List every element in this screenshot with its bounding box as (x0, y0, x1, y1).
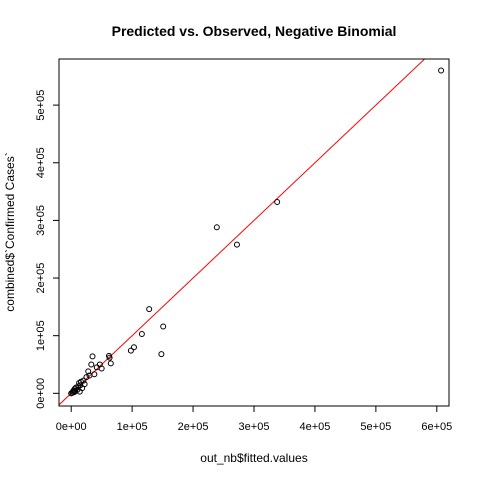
y-axis: 0e+00 1e+05 2e+05 3e+05 4e+05 5e+05 (35, 90, 59, 409)
data-point (107, 360, 114, 367)
data-point (138, 330, 145, 337)
x-tick-label: 3e+05 (239, 421, 270, 433)
x-tick-label: 2e+05 (178, 421, 209, 433)
data-point (85, 368, 92, 375)
data-point (146, 306, 153, 313)
x-tick-label: 5e+05 (360, 421, 391, 433)
x-tick-label: 6e+05 (421, 421, 452, 433)
data-point (91, 371, 98, 378)
x-tick-label: 4e+05 (299, 421, 330, 433)
y-tick-label: 3e+05 (35, 205, 47, 236)
y-tick-label: 2e+05 (35, 263, 47, 294)
y-tick-label: 4e+05 (35, 147, 47, 178)
data-point (106, 354, 113, 361)
data-point (160, 323, 167, 330)
x-tick-label: 0e+00 (56, 421, 87, 433)
data-point (88, 361, 95, 368)
chart-title: Predicted vs. Observed, Negative Binomia… (112, 23, 397, 39)
y-tick-label: 1e+05 (35, 320, 47, 351)
reference-line (59, 59, 426, 406)
plot-frame (58, 58, 450, 407)
data-point (130, 344, 137, 351)
data-point (274, 198, 281, 205)
data-point (158, 351, 165, 358)
data-point (89, 353, 96, 360)
x-axis-label: out_nb$fitted.values (200, 451, 307, 465)
data-point (233, 241, 240, 248)
x-tick-label: 1e+05 (117, 421, 148, 433)
data-point (81, 381, 88, 388)
y-tick-label: 5e+05 (35, 90, 47, 121)
plot-area (59, 59, 445, 406)
data-point (80, 377, 87, 384)
data-point (83, 374, 90, 381)
y-axis-label: combined$`Confirmed Cases` (3, 152, 17, 311)
y-tick-label: 0e+00 (35, 378, 47, 409)
data-point (213, 224, 220, 231)
data-point (438, 67, 445, 74)
data-point (127, 347, 134, 354)
x-axis: 0e+00 1e+05 2e+05 3e+05 4e+05 5e+05 6e+05 (56, 406, 452, 433)
data-point (98, 365, 105, 372)
